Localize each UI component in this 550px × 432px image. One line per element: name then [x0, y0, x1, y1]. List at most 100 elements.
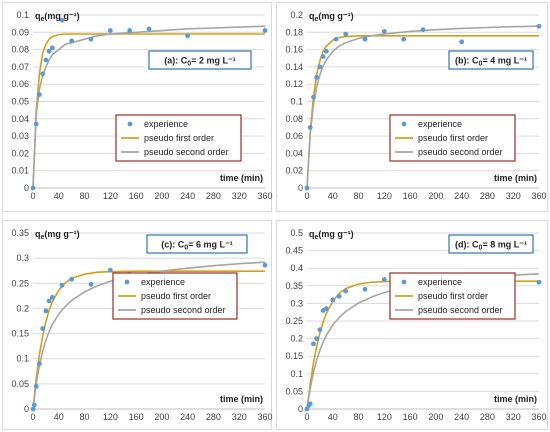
legend-label: pseudo first order — [418, 133, 488, 143]
y-tick-label: 0.02 — [11, 148, 29, 158]
chart-svg-a: 0 0.01 0.02 0.03 0.04 0.05 0.06 0.07 0.08 0.09 0.1… — [11, 10, 272, 201]
condition-label: (c): C0= 6 mg L⁻¹ — [161, 240, 232, 252]
y-tick-label: 0.35 — [285, 281, 303, 291]
x-tick-label: 160 — [403, 191, 418, 201]
y-tick-label: 0.03 — [11, 131, 29, 141]
x-axis-label: time (min) — [494, 394, 537, 404]
data-point-experience — [381, 29, 387, 34]
data-point-experience — [333, 36, 339, 42]
chart-panel-a: 0 0.01 0.02 0.03 0.04 0.05 0.06 0.07 0.08 0.09 0.1… — [2, 2, 273, 212]
data-point-experience — [107, 28, 113, 33]
data-point-experience — [127, 28, 133, 33]
x-tick-label: 200 — [428, 412, 443, 422]
series-line-pseudo-second-order — [306, 25, 540, 189]
legend-label: pseudo first order — [144, 133, 214, 143]
condition-box — [148, 50, 252, 70]
x-tick-label: 240 — [180, 412, 195, 422]
x-tick-label: 280 — [206, 412, 221, 422]
legend-label: pseudo second order — [418, 305, 503, 315]
x-tick-label: 320 — [232, 412, 247, 422]
chart-svg-d: 0 0.05 0.1 0.15 0.2 0.25 0.3 0.35 0.4 0.45 0.5 0 40 8… — [285, 228, 546, 422]
y-tick-label: 0 — [24, 183, 29, 193]
y-tick-label: 0.1 — [16, 354, 29, 364]
data-point-experience — [30, 185, 36, 191]
y-tick-label: 0.25 — [11, 278, 29, 288]
data-point-experience — [420, 27, 426, 33]
y-tick-label: 0.06 — [11, 79, 29, 89]
data-point-experience — [49, 294, 55, 300]
y-tick-label: 0.1 — [16, 10, 29, 20]
condition-label: (a): C0= 2 mg L⁻¹ — [164, 56, 235, 68]
data-point-experience — [314, 74, 320, 80]
x-tick-label: 240 — [454, 412, 469, 422]
x-tick-label: 280 — [480, 191, 495, 201]
x-axis-label: time (min) — [494, 173, 537, 183]
x-axis-label: time (min) — [220, 173, 263, 183]
y-tick-label: 0.09 — [11, 27, 29, 37]
x-tick-label: 40 — [54, 412, 64, 422]
data-point-experience — [185, 33, 191, 39]
data-point-experience — [323, 306, 329, 312]
y-tick-label: 0.04 — [11, 114, 29, 124]
x-tick-label: 320 — [506, 191, 521, 201]
y-tick-label: 0.04 — [285, 148, 303, 158]
y-tick-label: 0.16 — [285, 45, 303, 55]
data-point-experience — [362, 286, 368, 292]
y-axis-label: qe(mg g⁻¹) — [35, 229, 80, 241]
data-point-experience — [46, 298, 52, 304]
x-tick-label: 0 — [30, 191, 35, 201]
x-tick-label: 80 — [80, 191, 90, 201]
x-tick-label: 360 — [531, 412, 546, 422]
series-line-pseudo-second-order — [32, 261, 266, 410]
x-tick-label: 320 — [232, 191, 247, 201]
data-point-experience — [43, 308, 49, 314]
data-point-experience — [362, 36, 368, 42]
y-tick-label: 0.25 — [285, 316, 303, 326]
data-point-experience — [59, 282, 65, 288]
x-tick-label: 360 — [257, 412, 272, 422]
y-tick-label: 0.45 — [285, 246, 303, 256]
x-tick-label: 80 — [80, 412, 90, 422]
x-tick-label: 40 — [328, 412, 338, 422]
legend-label: pseudo second order — [418, 147, 503, 157]
data-point-experience — [69, 276, 75, 282]
condition-box — [448, 234, 534, 254]
legend-label: experience — [418, 119, 462, 129]
data-point-experience — [536, 23, 542, 29]
data-point-experience — [343, 288, 349, 294]
data-point-experience — [336, 293, 342, 299]
data-point-experience — [307, 401, 313, 407]
data-point-experience — [37, 361, 42, 367]
x-tick-label: 280 — [480, 412, 495, 422]
y-tick-label: 0 — [298, 404, 303, 414]
data-point-experience — [317, 64, 323, 70]
y-axis-label: qe(mg g⁻¹) — [309, 229, 354, 241]
data-point-experience — [401, 36, 407, 42]
condition-box — [448, 50, 534, 70]
x-tick-label: 120 — [103, 191, 118, 201]
y-tick-label: 0.5 — [290, 228, 303, 238]
y-tick-label: 0.01 — [11, 166, 29, 176]
x-tick-label: 80 — [354, 191, 364, 201]
data-point-experience — [459, 39, 465, 45]
x-tick-label: 0 — [30, 412, 35, 422]
data-point-experience — [381, 277, 387, 282]
chart-svg-b: 0 0.02 0.04 0.06 0.08 0.1 0.12 0.14 0.16 0.18 0.2 0… — [285, 10, 546, 201]
x-tick-label: 120 — [103, 412, 118, 422]
x-tick-label: 0 — [304, 191, 309, 201]
x-tick-label: 320 — [506, 412, 521, 422]
legend-label: pseudo second order — [141, 305, 226, 315]
data-point-experience — [343, 31, 349, 37]
y-tick-label: 0.35 — [11, 228, 29, 238]
data-point-experience — [88, 281, 94, 287]
data-point-experience — [33, 383, 39, 389]
data-point-experience — [304, 406, 310, 412]
y-tick-label: 0.02 — [285, 166, 303, 176]
y-tick-label: 0.1 — [290, 97, 303, 107]
y-tick-label: 0.05 — [11, 97, 29, 107]
data-point-experience — [31, 402, 37, 408]
data-point-experience — [314, 336, 320, 341]
y-tick-label: 0.4 — [290, 263, 303, 273]
y-tick-label: 0.2 — [290, 334, 303, 344]
legend-label: pseudo second order — [144, 147, 229, 157]
